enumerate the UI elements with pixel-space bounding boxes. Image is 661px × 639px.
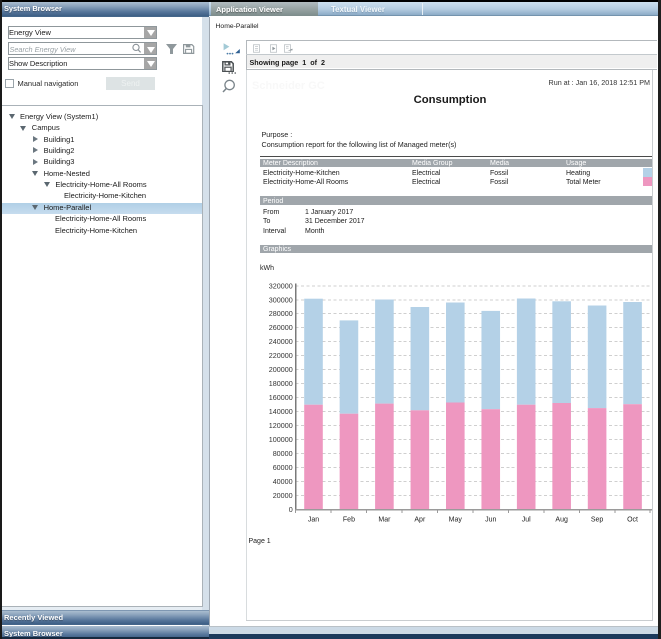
svg-text:240000: 240000 [269, 337, 293, 346]
svg-text:180000: 180000 [269, 379, 293, 388]
svg-text:140000: 140000 [269, 407, 293, 416]
svg-text:May: May [449, 517, 463, 524]
svg-text:Feb: Feb [343, 517, 355, 524]
svg-text:100000: 100000 [269, 435, 293, 444]
svg-text:40000: 40000 [273, 477, 293, 486]
svg-text:20000: 20000 [273, 491, 293, 500]
svg-text:200000: 200000 [269, 365, 293, 374]
svg-text:Jun: Jun [485, 517, 496, 524]
svg-text:0: 0 [289, 505, 293, 514]
svg-text:160000: 160000 [269, 393, 293, 402]
svg-text:Oct: Oct [627, 517, 638, 524]
svg-text:260000: 260000 [269, 323, 293, 332]
svg-text:120000: 120000 [269, 421, 293, 430]
svg-text:280000: 280000 [269, 309, 293, 318]
svg-text:Aug: Aug [555, 517, 568, 524]
svg-text:Jul: Jul [522, 517, 531, 524]
svg-text:300000: 300000 [269, 295, 293, 304]
svg-text:Apr: Apr [414, 517, 426, 524]
svg-text:Mar: Mar [378, 517, 391, 524]
svg-text:80000: 80000 [273, 449, 293, 458]
svg-text:320000: 320000 [269, 281, 293, 290]
svg-text:60000: 60000 [273, 463, 293, 472]
svg-text:Jan: Jan [308, 517, 319, 524]
svg-text:Sep: Sep [591, 517, 604, 524]
svg-text:220000: 220000 [269, 351, 293, 360]
